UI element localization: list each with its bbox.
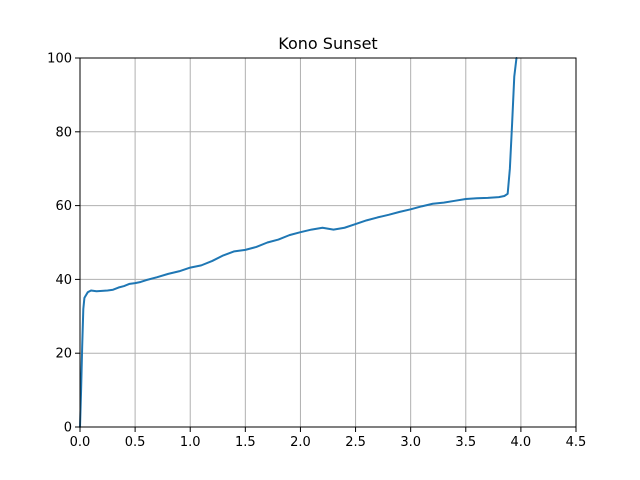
x-tick-label: 4.0 [511,435,532,450]
x-tick-label: 4.5 [566,435,587,450]
x-tick-label: 0.5 [125,435,146,450]
y-tick-label: 40 [55,273,72,288]
x-tick-label: 2.5 [345,435,366,450]
x-tick-label: 3.0 [400,435,421,450]
y-tick-label: 60 [55,199,72,214]
y-tick-label: 20 [55,347,72,362]
x-tick-label: 1.0 [180,435,201,450]
chart-title: Kono Sunset [278,34,377,53]
x-tick-label: 3.5 [455,435,476,450]
x-tick-label: 1.5 [235,435,256,450]
x-tick-label: 0.0 [70,435,91,450]
y-tick-label: 80 [55,125,72,140]
y-tick-label: 100 [47,52,72,67]
x-tick-label: 2.0 [290,435,311,450]
y-tick-label: 0 [64,421,72,436]
